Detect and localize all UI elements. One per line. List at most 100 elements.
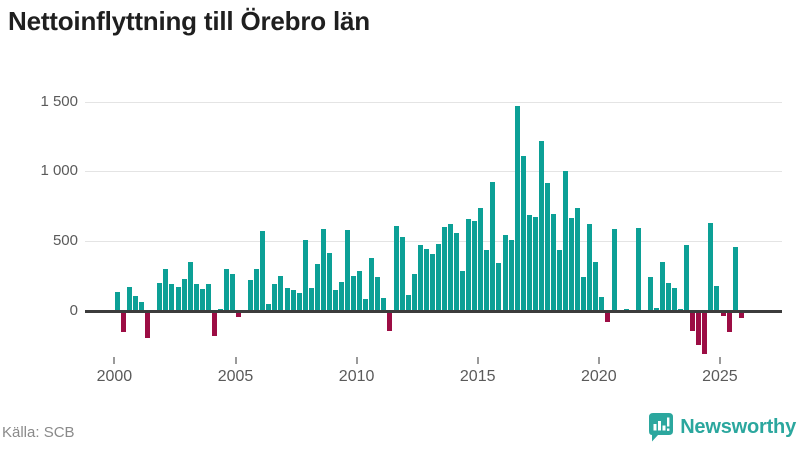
newsworthy-wordmark: Newsworthy	[680, 416, 796, 438]
y-axis-label-1500: 1 500	[40, 92, 78, 110]
bar-2018Q4	[569, 217, 575, 311]
bar-2023Q3	[684, 245, 690, 311]
bar-2003Q1	[187, 261, 193, 311]
bar-2004Q3	[223, 269, 229, 311]
bar-2023Q1	[672, 287, 678, 311]
bar-2012Q2	[411, 273, 417, 311]
bar-2022Q3	[659, 261, 665, 311]
bar-2009Q2	[339, 281, 345, 311]
bar-2013Q4	[448, 223, 454, 311]
bar-2000Q2	[121, 311, 127, 332]
bar-2024Q3	[708, 222, 714, 311]
bar-2008Q4	[326, 253, 332, 311]
bar-2024Q4	[714, 286, 720, 311]
bar-2016Q4	[520, 156, 526, 311]
bar-2024Q1	[696, 311, 702, 346]
bar-2018Q2	[557, 250, 562, 311]
bar-2025Q4	[738, 311, 744, 318]
gridline-1000	[85, 171, 782, 173]
bar-2017Q1	[526, 215, 532, 311]
x-axis-tick-2015	[476, 357, 479, 364]
bar-2000Q1	[115, 292, 120, 311]
bar-2011Q2	[387, 311, 393, 332]
bar-2005Q3	[248, 280, 254, 311]
bar-2019Q1	[575, 207, 581, 311]
bar-2020Q1	[599, 296, 605, 311]
x-axis-line	[85, 309, 782, 313]
bar-2000Q3	[127, 287, 133, 311]
bar-2019Q2	[581, 276, 587, 311]
bar-2010Q3	[369, 258, 375, 311]
bar-2024Q2	[702, 311, 708, 355]
bar-2005Q1	[236, 311, 242, 317]
bar-2009Q3	[345, 230, 351, 311]
bar-2010Q2	[363, 298, 369, 311]
bar-2011Q3	[393, 226, 399, 311]
x-axis-label-2020: 2020	[581, 368, 617, 385]
bar-2023Q4	[690, 311, 696, 331]
bar-2003Q4	[205, 283, 211, 311]
bar-2015Q1	[478, 207, 484, 311]
bar-2012Q4	[423, 248, 429, 311]
y-axis-label-0: 0	[69, 302, 78, 319]
bar-2001Q1	[139, 302, 145, 311]
bar-2014Q3	[466, 218, 472, 311]
bar-2022Q1	[647, 277, 653, 311]
bar-2021Q3	[635, 227, 641, 311]
bar-2007Q4	[302, 240, 308, 311]
gridline-500	[85, 241, 782, 243]
bar-2017Q4	[544, 183, 550, 311]
bar-2010Q4	[375, 277, 381, 311]
bar-2005Q4	[254, 268, 260, 311]
bar-2020Q3	[611, 228, 617, 311]
bar-2017Q2	[532, 217, 538, 311]
x-axis-label-2000: 2000	[96, 368, 133, 385]
bar-2014Q1	[454, 232, 460, 311]
x-axis-tick-2000	[113, 357, 116, 364]
bar-2011Q1	[381, 298, 387, 311]
bar-2011Q4	[399, 237, 405, 311]
bar-2018Q3	[563, 170, 569, 311]
bar-2001Q2	[145, 311, 151, 338]
y-axis-label-500: 500	[52, 232, 78, 250]
x-axis-tick-2020	[597, 357, 600, 364]
x-axis-label-2005: 2005	[217, 368, 254, 385]
bar-2003Q2	[193, 283, 199, 311]
gridline-1500	[85, 101, 782, 103]
bar-2012Q3	[417, 245, 423, 311]
bar-2025Q1	[720, 311, 726, 317]
bar-2006Q3	[272, 283, 278, 311]
x-axis-tick-2005	[234, 357, 237, 364]
bar-2001Q4	[157, 282, 163, 311]
bar-2006Q1	[260, 231, 266, 311]
x-axis-tick-2010	[355, 357, 358, 364]
bar-2007Q2	[290, 290, 296, 311]
x-axis-label-2010: 2010	[338, 368, 375, 385]
x-axis-label-2015: 2015	[459, 368, 496, 385]
bar-2022Q2	[653, 307, 659, 311]
bar-2002Q3	[175, 287, 181, 311]
bar-2009Q1	[332, 289, 338, 311]
bar-2008Q3	[320, 229, 326, 311]
bar-2007Q3	[296, 292, 302, 311]
bar-2003Q3	[199, 288, 205, 311]
y-axis-label-1000: 1 000	[40, 162, 78, 180]
bar-2009Q4	[351, 276, 357, 311]
bar-2004Q4	[230, 273, 236, 311]
bar-2016Q3	[514, 106, 520, 311]
bar-2025Q2	[726, 311, 732, 332]
bar-2016Q1	[502, 235, 508, 311]
bar-2013Q3	[441, 226, 447, 311]
bar-2014Q4	[472, 221, 478, 311]
bar-2018Q1	[550, 214, 556, 311]
bar-2002Q1	[163, 269, 169, 311]
bar-2004Q1	[211, 311, 217, 337]
bar-2015Q3	[490, 181, 496, 311]
bar-2002Q4	[181, 278, 187, 311]
bar-2008Q2	[314, 263, 320, 311]
bar-2010Q1	[357, 271, 363, 311]
bar-2013Q1	[429, 253, 435, 311]
bar-2019Q4	[593, 262, 599, 311]
bar-2006Q4	[278, 276, 284, 311]
